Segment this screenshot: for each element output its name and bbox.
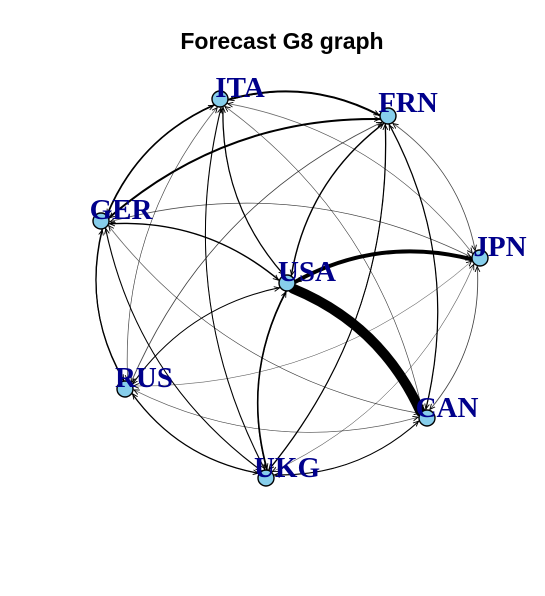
node-label-ger: GER — [90, 194, 154, 226]
edge-ger-to-ukg — [104, 227, 261, 471]
edge-jpn-to-can — [430, 265, 479, 410]
edge-ger-to-rus — [95, 228, 125, 380]
edge-ukg-to-frn — [268, 125, 386, 471]
node-rus — [116, 380, 134, 398]
edge-can-to-frn — [389, 125, 439, 411]
nodes-layer — [92, 90, 489, 487]
edge-ger-to-usa — [108, 222, 279, 280]
edge-frn-to-ukg — [269, 123, 387, 470]
node-label-rus: RUS — [115, 362, 173, 394]
graph-title: Forecast G8 graph — [180, 28, 383, 54]
node-label-ita: ITA — [215, 72, 264, 104]
edge-jpn-to-frn — [393, 124, 476, 252]
edge-rus-to-ukg — [131, 392, 259, 473]
edge-rus-to-can — [132, 389, 418, 433]
edge-jpn-to-ita — [228, 104, 474, 255]
edge-usa-to-can — [287, 283, 426, 417]
edge-can-to-ita — [225, 107, 423, 412]
edge-frn-to-usa — [292, 122, 385, 275]
node-label-can: CAN — [416, 392, 479, 424]
node-label-jpn: JPN — [473, 231, 526, 263]
edge-ukg-to-rus — [133, 394, 260, 475]
edge-rus-to-ger — [95, 230, 125, 382]
edge-ukg-to-ita — [204, 108, 266, 471]
node-ger — [92, 212, 110, 230]
node-label-usa: USA — [278, 256, 336, 288]
edge-rus-to-ita — [126, 108, 217, 382]
edge-jpn-to-ger — [110, 202, 473, 258]
edge-jpn-to-usa — [296, 250, 473, 282]
node-can — [418, 409, 436, 427]
edge-can-to-ukg — [274, 420, 421, 475]
node-label-frn: FRN — [378, 87, 438, 119]
node-usa — [278, 274, 296, 292]
node-label-ukg: UKG — [254, 452, 320, 484]
edge-ita-to-jpn — [226, 102, 472, 253]
edge-ger-to-jpn — [108, 202, 471, 257]
edge-jpn-to-rus — [133, 260, 473, 386]
node-frn — [379, 107, 397, 125]
edge-jpn-to-ukg — [272, 263, 475, 472]
edge-rus-to-usa — [131, 288, 280, 385]
edge-frn-to-jpn — [391, 122, 475, 251]
edge-can-to-rus — [134, 390, 420, 433]
edge-ukg-to-usa — [256, 292, 287, 471]
edge-usa-to-ukg — [256, 290, 287, 469]
edge-usa-to-ger — [110, 223, 281, 282]
edge-ger-to-ita — [105, 104, 214, 216]
edge-can-to-usa — [293, 289, 422, 413]
edge-frn-to-ita — [229, 90, 381, 116]
edge-ita-to-ukg — [204, 106, 265, 469]
labels-layer: ITA FRN GER JPN USA RUS CAN UKG — [90, 72, 527, 484]
edge-frn-to-ger — [109, 118, 381, 218]
edge-ita-to-usa — [222, 106, 284, 275]
edge-ukg-to-ger — [106, 229, 263, 472]
node-ita — [211, 90, 229, 108]
edge-usa-to-ita — [223, 107, 285, 277]
node-ukg — [257, 469, 275, 487]
edges-layer — [95, 90, 479, 475]
edge-can-to-ger — [109, 226, 421, 415]
edge-rus-to-frn — [130, 122, 382, 384]
node-jpn — [471, 249, 489, 267]
